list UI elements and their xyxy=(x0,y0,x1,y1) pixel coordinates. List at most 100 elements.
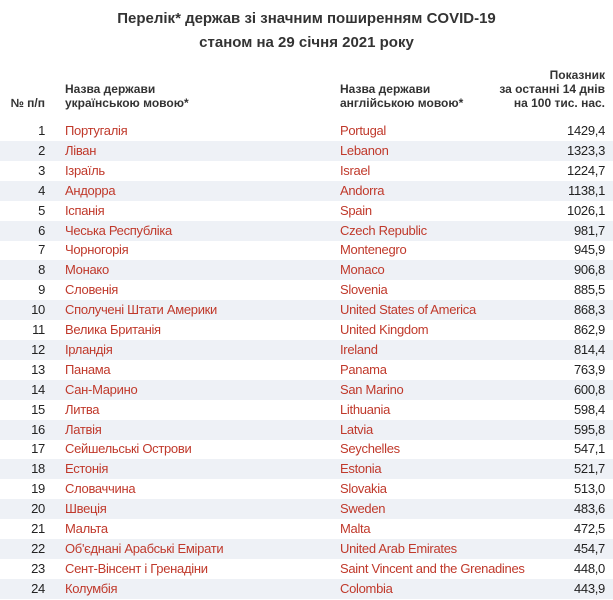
country-en: San Marino xyxy=(340,381,404,397)
column-header: Назва держави xyxy=(340,82,431,96)
indicator-value: 1323,3 xyxy=(567,142,605,158)
country-en: Latvia xyxy=(340,421,373,437)
indicator-value: 598,4 xyxy=(573,401,605,417)
country-ua: Швеція xyxy=(65,501,107,517)
row-number: 13 xyxy=(31,361,45,377)
row-number: 15 xyxy=(31,401,45,417)
country-en: Lithuania xyxy=(340,401,391,417)
table-row: 8 Монако Monaco 906,8 xyxy=(0,260,613,281)
country-ua: Монако xyxy=(65,262,109,278)
table-row: 11 Велика Британія United Kingdom 862,9 xyxy=(0,320,613,340)
column-header: за останні 14 днів xyxy=(499,82,605,96)
table-row: 22 Об'єднані Арабські Емірати United Arab … xyxy=(0,538,613,559)
country-ua: Сан-Марино xyxy=(65,381,138,397)
row-number: 16 xyxy=(31,421,45,437)
row-number: 12 xyxy=(31,341,45,357)
indicator-value: 513,0 xyxy=(573,481,605,497)
column-header: на 100 тис. нас. xyxy=(513,96,605,110)
indicator-value: 443,9 xyxy=(573,580,605,596)
country-ua: Литва xyxy=(65,401,100,417)
column-header: № п/п xyxy=(10,96,45,110)
table-row: 14 Сан-Марино San Marino 600,8 xyxy=(0,379,613,400)
country-en: Israel xyxy=(340,162,370,178)
country-en: Panama xyxy=(340,361,387,377)
indicator-value: 595,8 xyxy=(573,421,605,437)
indicator-value: 521,7 xyxy=(573,461,605,477)
table-row: 15 Литва Lithuania 598,4 xyxy=(0,400,613,420)
country-en: United States of America xyxy=(340,302,476,318)
indicator-value: 448,0 xyxy=(573,560,605,576)
indicator-value: 814,4 xyxy=(573,341,605,357)
country-ua: Сполучені Штати Америки xyxy=(65,302,218,318)
indicator-value: 885,5 xyxy=(573,282,605,298)
country-ua: Сент-Вінсент і Гренадіни xyxy=(65,560,208,576)
table-row: 2 Ліван Lebanon 1323,3 xyxy=(0,140,613,161)
indicator-value: 763,9 xyxy=(573,361,605,377)
country-en: Slovenia xyxy=(340,282,388,298)
country-ua: Ірландія xyxy=(65,341,113,357)
country-ua: Колумбія xyxy=(65,580,118,596)
column-header: Назва держави xyxy=(65,82,156,96)
indicator-value: 1026,1 xyxy=(567,202,605,218)
row-number: 3 xyxy=(38,162,45,178)
country-ua: Ліван xyxy=(65,142,97,158)
indicator-value: 945,9 xyxy=(573,242,605,258)
row-number: 20 xyxy=(31,501,45,517)
indicator-value: 906,8 xyxy=(573,262,605,278)
country-en: Sweden xyxy=(340,501,386,517)
country-en: Saint Vincent and the Grenadines xyxy=(340,560,525,576)
table-row: 18 Естонія Estonia 521,7 xyxy=(0,459,613,480)
table-row: 24 Колумбія Colombia 443,9 xyxy=(0,578,613,599)
row-number: 9 xyxy=(38,282,45,298)
country-en: Estonia xyxy=(340,461,382,477)
indicator-value: 862,9 xyxy=(573,322,605,337)
indicator-value: 868,3 xyxy=(573,302,605,318)
table-row: 4 Андорра Andorra 1138,1 xyxy=(0,180,613,201)
row-number: 6 xyxy=(38,222,45,238)
country-ua: Чеська Республіка xyxy=(65,222,172,238)
table-row: 12 Ірландія Ireland 814,4 xyxy=(0,339,613,360)
table-row: 3 Ізраїль Israel 1224,7 xyxy=(0,161,613,181)
row-number: 1 xyxy=(38,123,45,138)
row-number: 8 xyxy=(38,262,45,278)
indicator-value: 483,6 xyxy=(573,501,605,517)
indicator-value: 454,7 xyxy=(573,540,605,556)
country-en: Montenegro xyxy=(340,242,407,258)
indicator-value: 1138,1 xyxy=(568,182,605,198)
country-ua: Ізраїль xyxy=(65,162,105,178)
table-row: 13 Панама Panama 763,9 xyxy=(0,360,613,380)
title-line: станом на 29 січня 2021 року xyxy=(199,34,414,51)
indicator-value: 981,7 xyxy=(573,222,605,238)
column-header: Показник xyxy=(549,68,605,82)
row-number: 24 xyxy=(31,580,45,596)
table-row: 23 Сент-Вінсент і Гренадіни Saint Vincent … xyxy=(0,559,613,579)
indicator-value: 600,8 xyxy=(573,381,605,397)
column-header: англійською мовою* xyxy=(340,96,464,110)
country-en: Andorra xyxy=(340,182,385,198)
country-en: Malta xyxy=(340,521,371,536)
row-number: 7 xyxy=(38,242,45,258)
country-ua: Словаччина xyxy=(65,481,136,497)
country-en: United Arab Emirates xyxy=(340,540,457,556)
column-header: українською мовою* xyxy=(65,96,189,110)
row-number: 2 xyxy=(38,142,45,158)
country-ua: Іспанія xyxy=(65,202,105,218)
country-en: United Kingdom xyxy=(340,322,429,337)
title-line: Перелік* держав зі значним поширенням CO… xyxy=(117,10,496,27)
country-en: Colombia xyxy=(340,580,393,596)
indicator-value: 1429,4 xyxy=(567,123,605,138)
country-ua: Панама xyxy=(65,361,111,377)
country-ua: Чорногорія xyxy=(65,242,129,258)
country-en: Monaco xyxy=(340,262,385,278)
table-row: 10 Сполучені Штати Америки United States o… xyxy=(0,300,613,321)
table-row: 16 Латвія Latvia 595,8 xyxy=(0,419,613,440)
table-row: 9 Словенія Slovenia 885,5 xyxy=(0,280,613,300)
row-number: 23 xyxy=(31,560,45,576)
row-number: 21 xyxy=(31,521,45,536)
table-row: 5 Іспанія Spain 1026,1 xyxy=(0,201,613,221)
country-en: Czech Republic xyxy=(340,222,427,238)
row-number: 10 xyxy=(31,302,45,318)
row-number: 22 xyxy=(31,540,45,556)
table-row: 20 Швеція Sweden 483,6 xyxy=(0,499,613,520)
